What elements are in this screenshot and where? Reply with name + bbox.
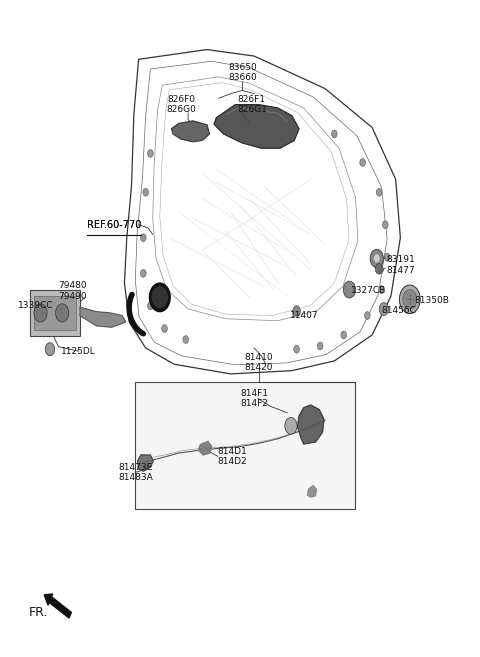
- Text: 1125DL: 1125DL: [61, 347, 96, 355]
- Circle shape: [360, 158, 365, 166]
- Circle shape: [149, 283, 170, 311]
- Text: REF.60-770: REF.60-770: [87, 219, 141, 230]
- Circle shape: [384, 253, 390, 261]
- Circle shape: [341, 331, 347, 339]
- Text: 826F0
826G0: 826F0 826G0: [166, 95, 196, 114]
- Text: 83650
83660: 83650 83660: [228, 62, 257, 82]
- FancyBboxPatch shape: [34, 296, 76, 330]
- Text: 83191: 83191: [386, 255, 415, 263]
- Circle shape: [332, 130, 337, 138]
- Circle shape: [147, 150, 153, 157]
- Circle shape: [141, 269, 146, 277]
- Circle shape: [364, 311, 370, 319]
- Circle shape: [141, 234, 146, 242]
- Circle shape: [143, 189, 148, 196]
- Circle shape: [285, 417, 297, 434]
- Text: 826F1
826G1: 826F1 826G1: [238, 95, 267, 114]
- FancyBboxPatch shape: [135, 382, 355, 509]
- Text: 1339CC: 1339CC: [18, 302, 54, 310]
- Circle shape: [383, 221, 388, 229]
- Circle shape: [294, 346, 300, 353]
- Text: 1327CB: 1327CB: [351, 286, 386, 296]
- Circle shape: [183, 336, 189, 344]
- Polygon shape: [80, 307, 126, 327]
- Polygon shape: [138, 455, 153, 471]
- Text: 814F1
814F2: 814F1 814F2: [240, 389, 268, 408]
- Polygon shape: [378, 266, 384, 273]
- Circle shape: [317, 342, 323, 350]
- Text: 81456C: 81456C: [382, 306, 416, 315]
- Circle shape: [147, 302, 153, 309]
- FancyArrow shape: [44, 594, 72, 618]
- Circle shape: [162, 325, 168, 332]
- Polygon shape: [298, 405, 324, 444]
- Text: 81410
81420: 81410 81420: [244, 353, 273, 372]
- Text: 11407: 11407: [289, 311, 318, 320]
- FancyBboxPatch shape: [30, 290, 80, 336]
- Circle shape: [34, 304, 47, 322]
- Text: 81350B: 81350B: [415, 296, 449, 305]
- Circle shape: [373, 254, 380, 263]
- Circle shape: [343, 281, 356, 298]
- Circle shape: [152, 287, 168, 307]
- Polygon shape: [172, 121, 209, 142]
- Text: 814D1
814D2: 814D1 814D2: [218, 447, 248, 466]
- Circle shape: [56, 304, 69, 322]
- Text: 81477: 81477: [386, 265, 415, 275]
- Circle shape: [293, 306, 300, 316]
- Circle shape: [45, 343, 55, 355]
- Circle shape: [376, 189, 382, 196]
- Circle shape: [399, 285, 420, 313]
- Text: 79480
79490: 79480 79490: [58, 281, 87, 300]
- Polygon shape: [214, 104, 299, 148]
- Circle shape: [379, 303, 389, 315]
- Text: REF.60-770: REF.60-770: [87, 219, 141, 230]
- Circle shape: [375, 263, 383, 274]
- Text: 81473E
81483A: 81473E 81483A: [118, 463, 153, 482]
- Text: FR.: FR.: [29, 606, 48, 619]
- Polygon shape: [308, 486, 316, 497]
- Polygon shape: [199, 442, 212, 455]
- Circle shape: [403, 290, 417, 309]
- Circle shape: [370, 250, 384, 267]
- Circle shape: [379, 286, 384, 294]
